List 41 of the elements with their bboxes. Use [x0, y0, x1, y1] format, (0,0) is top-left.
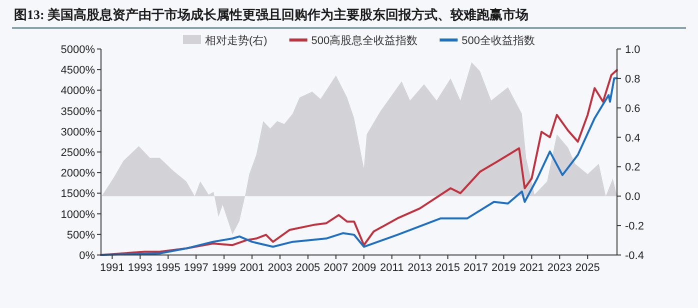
y-tick-label: 2500%: [60, 147, 96, 159]
y-tick-label: 4000%: [60, 85, 96, 98]
y-tick-label: 500%: [66, 229, 96, 242]
x-tick-label: 1997: [184, 262, 208, 274]
x-tick-label: 2007: [324, 262, 348, 274]
y2-tick-label: 0.6: [625, 102, 640, 115]
legend-label: 相对走势(右): [204, 34, 268, 47]
x-tick-label: 2015: [436, 262, 460, 274]
y2-tick-label: -0.2: [625, 220, 644, 233]
x-tick-label: 2017: [464, 262, 488, 274]
x-tick-label: 1995: [156, 262, 180, 274]
x-tick-label: 2013: [408, 262, 432, 274]
x-tick-label: 1991: [100, 262, 124, 274]
x-tick-label: 1999: [212, 262, 236, 274]
y-tick-label: 5000%: [60, 44, 96, 56]
x-tick-label: 2009: [352, 262, 376, 274]
y-tick-label: 4500%: [60, 64, 96, 77]
x-tick-label: 1993: [128, 262, 152, 274]
x-tick-label: 2001: [240, 262, 264, 274]
x-tick-label: 2019: [491, 262, 516, 274]
x-tick-label: 2011: [380, 262, 404, 274]
y2-tick-label: 0.0: [625, 191, 640, 204]
y2-tick-label: 0.4: [625, 132, 640, 144]
y-tick-label: 2000%: [60, 168, 96, 180]
chart-title: 图13: 美国高股息资产由于市场成长属性更强且回购作为主要股东回报方式、较难跑赢市场: [14, 7, 529, 22]
legend-label: 500全收益指数: [462, 35, 536, 47]
x-tick-label: 2023: [547, 262, 572, 274]
y-tick-label: 0%: [79, 250, 96, 262]
y2-tick-label: 1.0: [625, 44, 640, 56]
x-tick-label: 2021: [519, 262, 544, 274]
y-tick-label: 3000%: [60, 126, 96, 138]
y2-tick-label: 0.2: [625, 162, 640, 174]
y-tick-label: 1500%: [60, 188, 96, 200]
legend-label: 500高股息全收益指数: [311, 34, 418, 47]
y-tick-label: 1000%: [60, 208, 96, 221]
y-tick-label: 3500%: [60, 106, 96, 118]
x-tick-label: 2025: [575, 262, 600, 274]
y2-tick-label: 0.8: [625, 73, 640, 86]
y2-tick-label: -0.4: [625, 250, 644, 262]
x-tick-label: 2005: [296, 262, 320, 274]
x-tick-label: 2003: [268, 262, 292, 274]
